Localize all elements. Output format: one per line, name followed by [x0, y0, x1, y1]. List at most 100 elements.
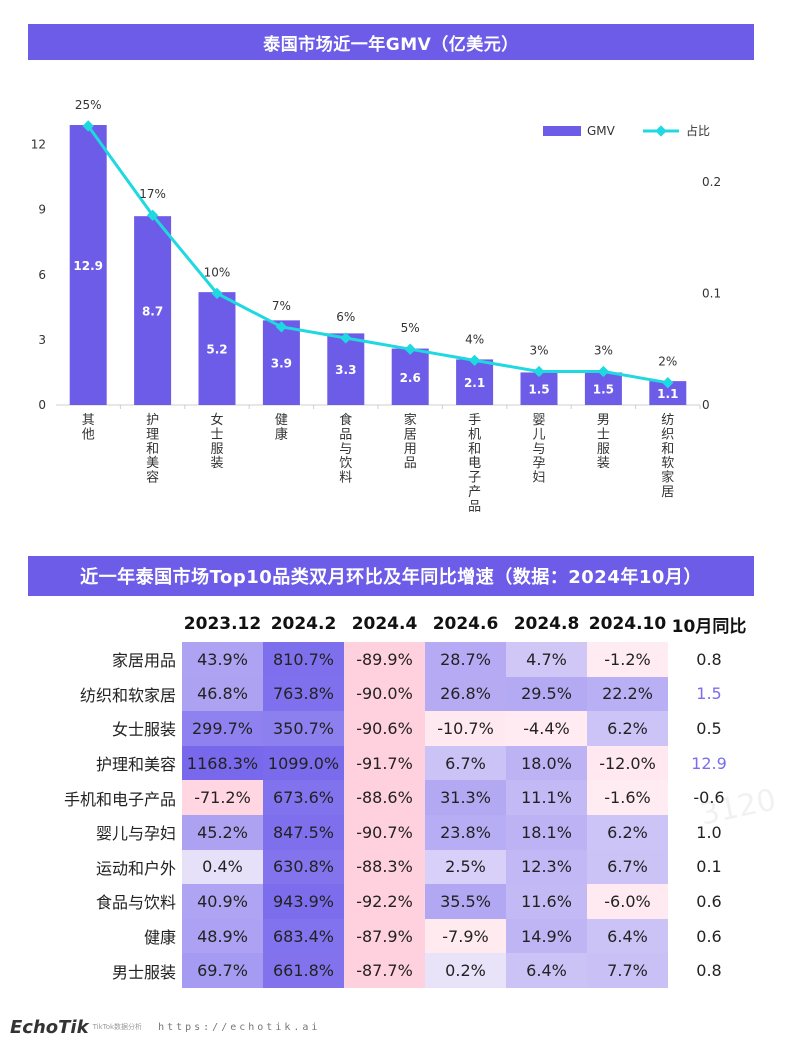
x-category-label: 手机和电子产品 [468, 413, 481, 514]
share-value-label: 2% [658, 355, 677, 369]
share-value-label: 3% [529, 344, 548, 358]
growth-cell: 847.5% [263, 814, 344, 850]
growth-cell: 943.9% [263, 884, 344, 919]
share-marker [662, 377, 674, 389]
yoy-cell: 0.8 [696, 649, 722, 669]
growth-cell: -4.4% [506, 711, 587, 746]
y-right-tick-label: 0.2 [702, 175, 721, 189]
growth-cell: 350.7% [263, 711, 344, 746]
bar-value-label: 3.9 [271, 357, 292, 371]
bar-8 [584, 372, 622, 405]
yoy-cell: -0.6 [693, 788, 725, 808]
x-category-label: 女士服装 [210, 412, 223, 471]
growth-cell: 661.8% [263, 953, 344, 988]
share-value-label: 4% [465, 332, 484, 346]
yoy-cell: 0.5 [696, 718, 722, 738]
chart-title-banner: 泰国市场近一年GMV（亿美元） [28, 24, 754, 60]
growth-cell: 6.2% [587, 711, 668, 746]
legend-bar-label: GMV [587, 124, 616, 138]
table-row: 纺织和软家居 46.8% 763.8% -90.0% 26.8% 29.5% 22.2% 1.… [20, 676, 750, 712]
growth-cell: -10.7% [425, 711, 506, 746]
column-header: 2024.8 [513, 614, 580, 634]
row-category: 运动和户外 [95, 858, 176, 878]
share-value-label: 10% [204, 265, 231, 279]
table-row: 健康 48.9% 683.4% -87.9% -7.9% 14.9% 6.4% 0.6 [20, 918, 750, 954]
bar-value-label: 1.5 [528, 383, 549, 397]
share-marker [82, 120, 94, 132]
bar-7 [520, 372, 558, 405]
growth-cell: 29.5% [506, 676, 587, 712]
table-row: 护理和美容 1168.3% 1099.0% -91.7% 6.7% 18.0% -12.0%… [20, 745, 750, 781]
bar-5 [391, 348, 429, 405]
bar-2 [198, 292, 236, 405]
growth-cell: 12.3% [506, 849, 587, 885]
y-left-tick-label: 6 [38, 268, 46, 282]
share-marker [468, 354, 481, 367]
growth-cell: -92.2% [344, 884, 425, 919]
growth-cell: -1.6% [587, 780, 668, 815]
bar-1 [134, 216, 172, 405]
row-category: 家居用品 [111, 651, 176, 671]
x-category-label: 其他 [82, 413, 95, 442]
x-category-label: 婴儿与孕妇 [532, 413, 545, 486]
column-header: 10月同比 [671, 616, 747, 637]
bar-6 [456, 359, 494, 405]
table-row: 运动和户外 0.4% 630.8% -88.3% 2.5% 12.3% 6.7% 0.1 [20, 849, 750, 885]
bar-value-label: 2.6 [400, 371, 421, 385]
growth-cell: -12.0% [587, 745, 668, 781]
bar-value-label: 1.1 [657, 387, 678, 401]
share-marker [275, 321, 288, 333]
y-left-tick-label: 0 [38, 398, 46, 412]
chart-title: 泰国市场近一年GMV（亿美元） [263, 34, 519, 55]
growth-cell: -90.6% [344, 711, 425, 746]
row-category: 健康 [143, 928, 176, 948]
growth-cell: -90.7% [344, 814, 425, 850]
growth-cell: -87.7% [344, 953, 425, 988]
growth-cell: 1168.3% [182, 745, 263, 781]
x-category-label: 健康 [275, 413, 288, 442]
growth-cell: 18.0% [506, 745, 587, 781]
x-category-label: 男士服装 [597, 413, 610, 471]
growth-cell: 299.7% [182, 711, 263, 746]
y-right-tick-label: 0.1 [702, 286, 721, 300]
growth-cell: 0.2% [425, 953, 506, 988]
table-row: 食品与饮料 40.9% 943.9% -92.2% 35.5% 11.6% -6.0% 0.6 [20, 884, 750, 919]
growth-cell: 48.9% [182, 918, 263, 954]
row-category: 护理和美容 [95, 755, 176, 775]
growth-cell: 35.5% [425, 884, 506, 919]
share-value-label: 7% [272, 299, 291, 313]
growth-cell: 28.7% [425, 642, 506, 677]
growth-cell: 31.3% [425, 780, 506, 815]
growth-cell: 6.7% [425, 745, 506, 781]
table-row: 婴儿与孕妇 45.2% 847.5% -90.7% 23.8% 18.1% 6.2% 1.0 [20, 814, 750, 850]
growth-cell: 1099.0% [263, 745, 344, 781]
growth-cell: -88.6% [344, 780, 425, 815]
growth-cell: 0.4% [182, 849, 263, 885]
share-value-label: 25% [75, 98, 102, 112]
x-category-label: 纺织和软家居 [661, 413, 674, 500]
growth-cell: 4.7% [506, 642, 587, 677]
growth-cell: 43.9% [182, 642, 263, 677]
growth-table: 2023.12 2024.2 2024.4 2024.6 2024.8 2024.10 10… [20, 606, 750, 988]
footer-url[interactable]: https://echotik.ai [158, 1021, 321, 1033]
table-header-row: 2023.12 2024.2 2024.4 2024.6 2024.8 2024.10 10… [20, 606, 750, 642]
share-marker [533, 365, 545, 378]
table-title: 近一年泰国市场Top10品类双月环比及年同比增速（数据：2024年10月） [80, 567, 702, 588]
growth-cell: 630.8% [263, 849, 344, 885]
x-category-label: 护理和美容 [146, 413, 159, 486]
yoy-cell: 0.6 [696, 891, 722, 911]
y-left-tick-label: 12 [31, 138, 46, 152]
share-value-label: 17% [139, 187, 166, 201]
row-category: 婴儿与孕妇 [95, 824, 176, 844]
growth-cell: -7.9% [425, 918, 506, 954]
row-category: 食品与饮料 [95, 893, 176, 913]
x-category-label: 食品与饮料 [339, 412, 352, 486]
echotik-logo: EchoTik [10, 1016, 89, 1038]
header-blank [20, 606, 182, 642]
share-line [86, 125, 669, 385]
share-value-label: 5% [401, 321, 420, 335]
bar-value-label: 1.5 [593, 383, 614, 397]
yoy-cell: 0.1 [696, 857, 722, 877]
bar-3 [262, 320, 300, 405]
growth-cell: -89.9% [344, 642, 425, 677]
